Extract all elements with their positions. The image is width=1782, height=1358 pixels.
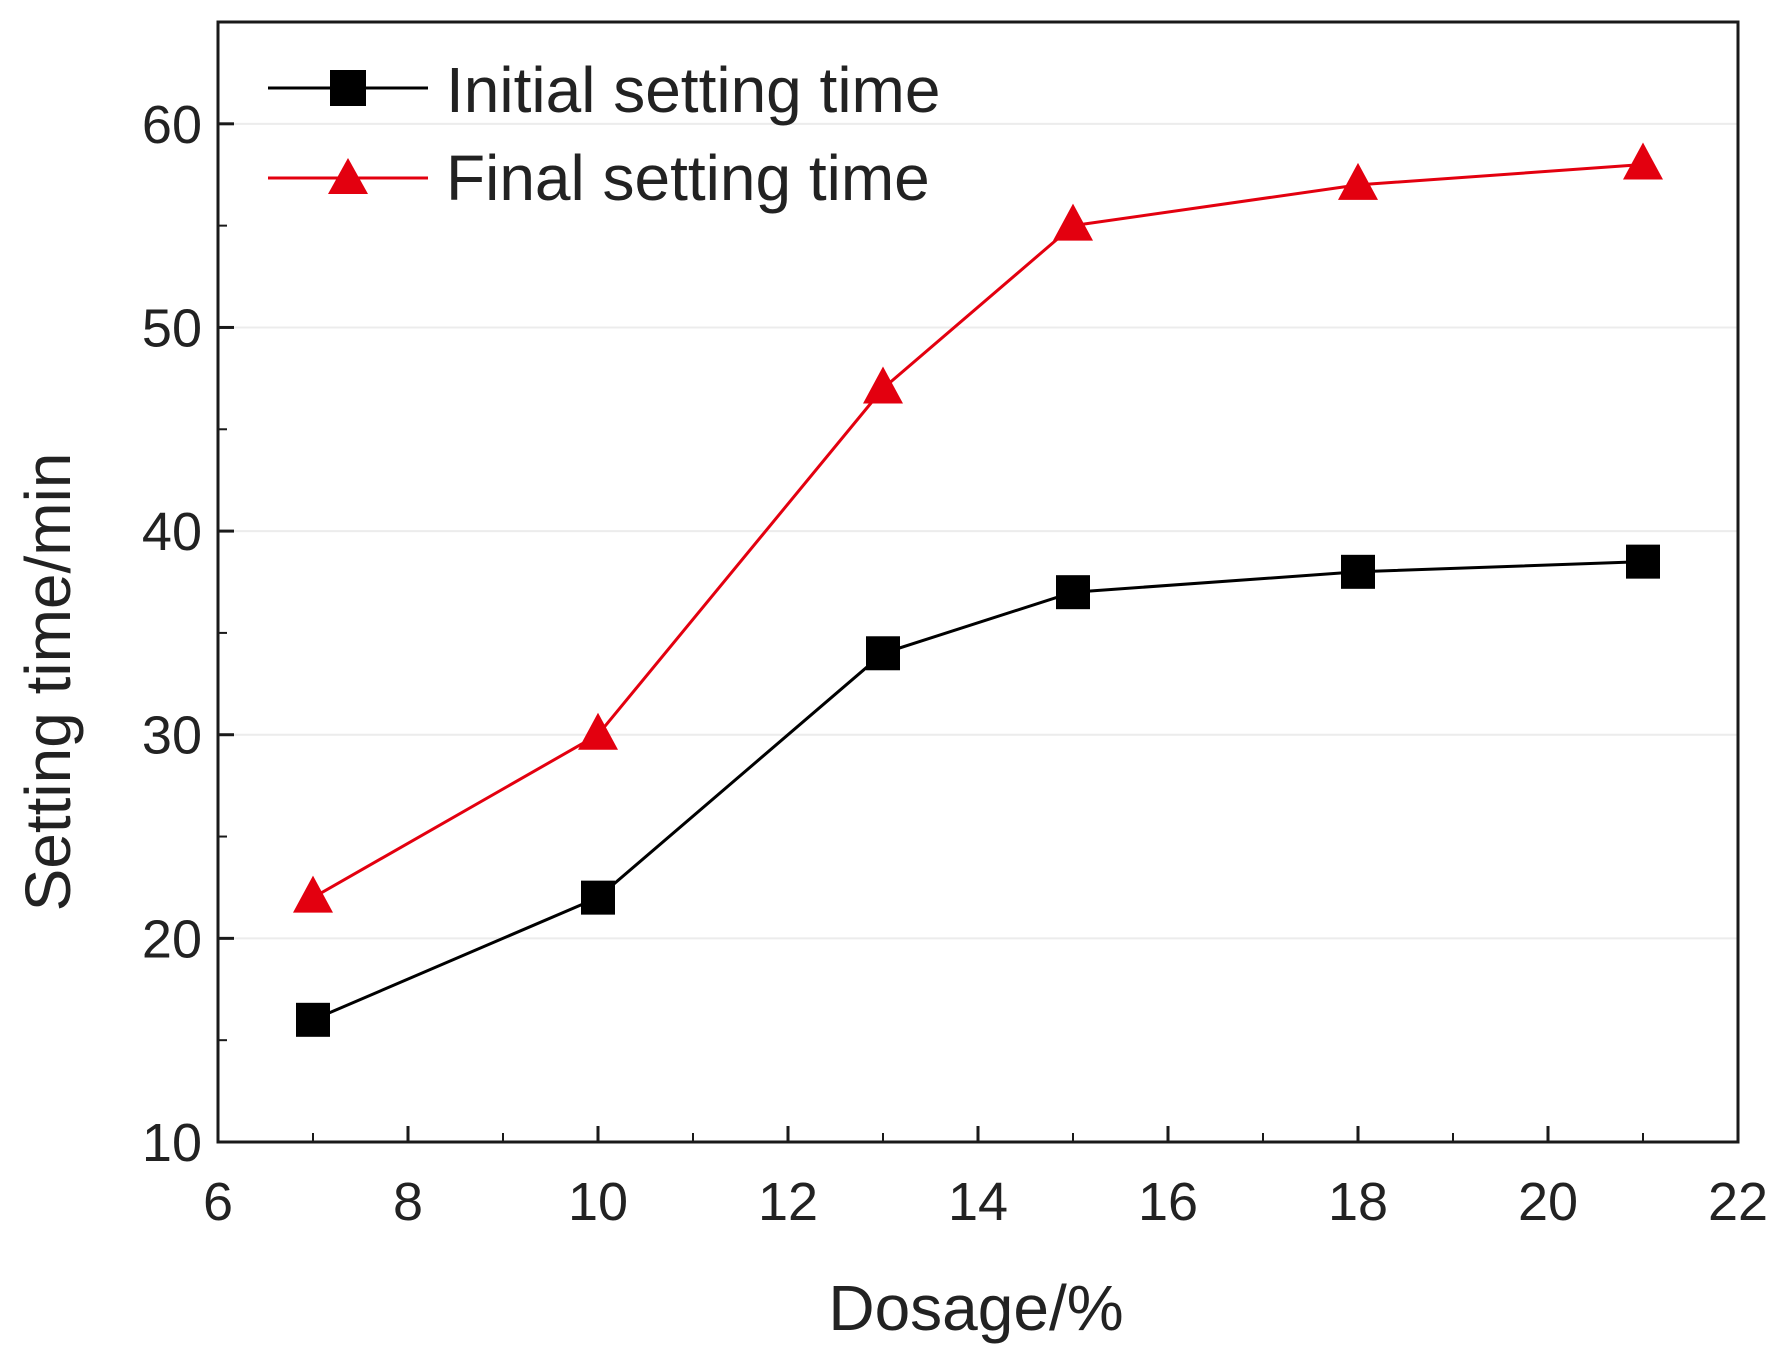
- series-initial: [296, 544, 1660, 1037]
- x-tick-label: 12: [758, 1172, 818, 1232]
- series-line: [312, 163, 1644, 899]
- grid-lines: [218, 122, 1738, 940]
- data-point-square: [1056, 575, 1090, 610]
- y-tick-label: 60: [142, 95, 202, 155]
- ticks: 6 8 10 12 14 16 18 20 22 10 20 30 40 50 60: [142, 95, 1768, 1232]
- x-tick-label: 16: [1138, 1172, 1198, 1232]
- legend-label-initial: Initial setting time: [446, 54, 940, 126]
- data-point-triangle: [1053, 203, 1093, 241]
- legend: Initial setting time Final setting time: [268, 54, 940, 214]
- data-point-triangle: [578, 712, 618, 750]
- x-tick-label: 10: [568, 1172, 628, 1232]
- data-point-square: [866, 636, 900, 671]
- y-tick-label: 30: [142, 706, 202, 766]
- legend-label-final: Final setting time: [446, 142, 930, 214]
- data-point-triangle: [1623, 142, 1663, 180]
- data-point-square: [1341, 554, 1375, 589]
- y-tick-label: 10: [142, 1113, 202, 1173]
- y-tick-label: 50: [142, 298, 202, 358]
- x-axis-label: Dosage/%: [828, 1272, 1123, 1344]
- x-tick-label: 14: [948, 1172, 1008, 1232]
- series-layer: [293, 142, 1663, 1037]
- x-tick-label: 22: [1708, 1172, 1768, 1232]
- y-tick-label: 20: [142, 909, 202, 969]
- series-final: [293, 142, 1663, 913]
- x-tick-label: 8: [393, 1172, 423, 1232]
- x-tick-label: 18: [1328, 1172, 1388, 1232]
- legend-square-marker: [330, 70, 366, 106]
- data-point-triangle: [1338, 162, 1378, 200]
- x-tick-label: 20: [1518, 1172, 1578, 1232]
- x-tick-label: 6: [203, 1172, 233, 1232]
- y-axis-label: Setting time/min: [12, 453, 84, 912]
- data-point-triangle: [863, 366, 903, 404]
- series-line: [312, 560, 1644, 1022]
- data-point-square: [296, 1002, 330, 1037]
- data-point-square: [1626, 544, 1660, 579]
- legend-triangle-marker: [328, 158, 368, 194]
- y-tick-label: 40: [142, 502, 202, 562]
- data-point-triangle: [293, 875, 333, 913]
- data-point-square: [581, 880, 615, 915]
